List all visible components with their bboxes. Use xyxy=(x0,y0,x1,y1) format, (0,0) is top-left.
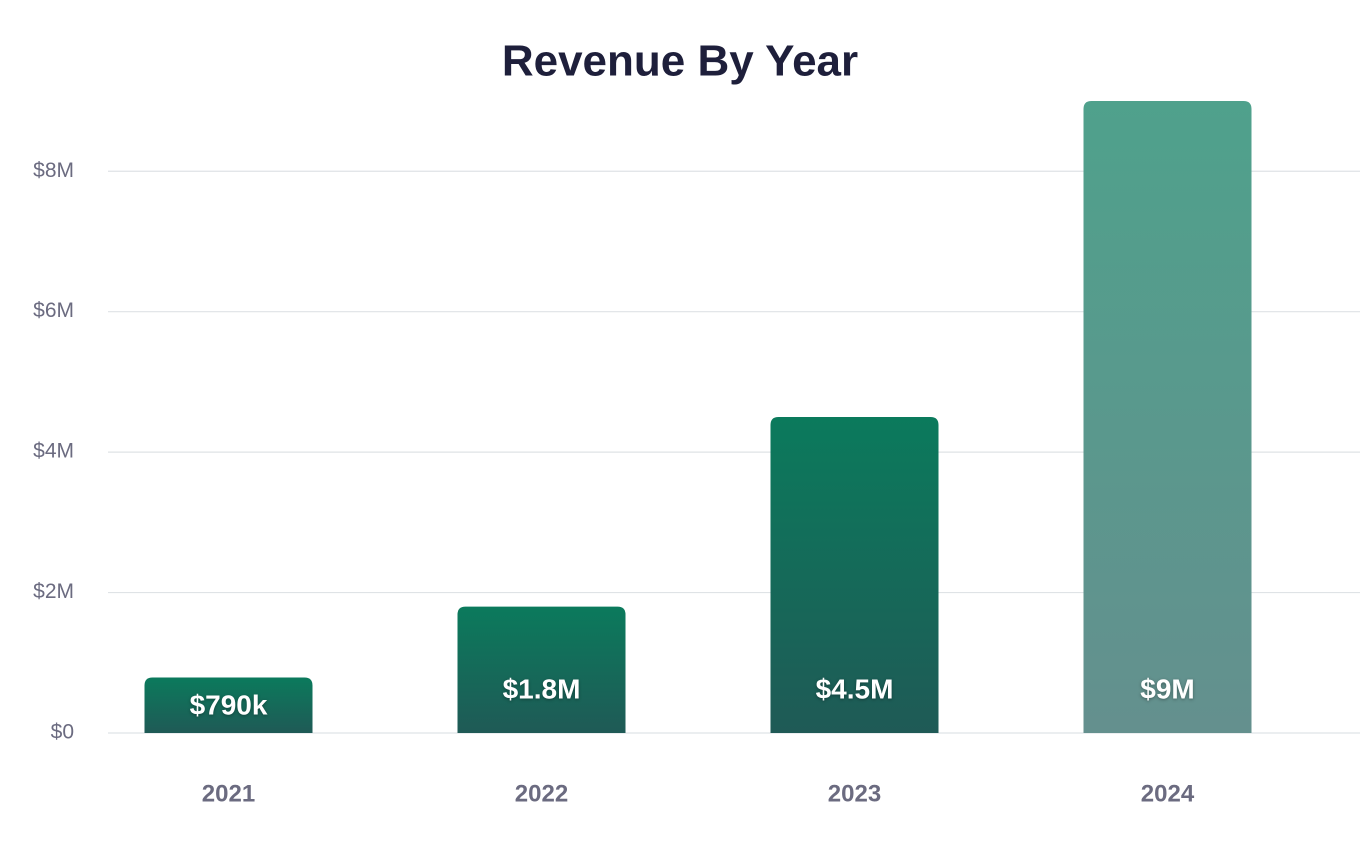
value-label: $4.5M xyxy=(816,673,894,704)
x-tick-label: 2024 xyxy=(1141,780,1195,807)
y-tick-label: $2M xyxy=(33,580,74,603)
x-tick-label: 2023 xyxy=(828,780,881,807)
y-tick-label: $4M xyxy=(33,440,74,463)
bar xyxy=(457,606,626,733)
value-label: $790k xyxy=(190,690,268,721)
y-tick-label: $0 xyxy=(51,721,74,744)
x-tick-label: 2021 xyxy=(202,780,255,807)
y-tick-label: $8M xyxy=(33,159,74,182)
y-tick-label: $6M xyxy=(33,299,74,322)
bar xyxy=(770,417,939,733)
x-tick-label: 2022 xyxy=(515,780,568,807)
bar xyxy=(1083,101,1252,733)
value-label: $1.8M xyxy=(503,673,581,704)
chart-title: Revenue By Year xyxy=(502,37,858,86)
value-label: $9M xyxy=(1140,673,1194,704)
bar xyxy=(144,677,313,733)
